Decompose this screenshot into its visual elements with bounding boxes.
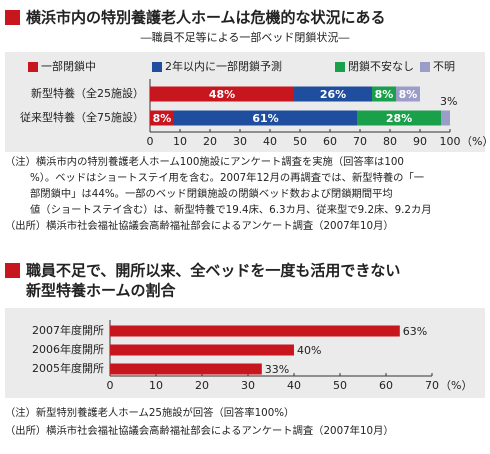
legend-label: 一部閉鎖中	[41, 59, 96, 73]
x-tick-label: 20	[203, 135, 217, 148]
chart-title: 職員不足で、開所以来、全ベッドを一度も活用できない	[26, 262, 400, 280]
value-label: 8%	[399, 88, 418, 101]
x-tick-label: 50	[293, 135, 307, 148]
title-icon	[5, 263, 20, 278]
category-label: 2005年度開所	[32, 361, 104, 375]
legend-label: 閉鎖不安なし	[348, 59, 414, 73]
note: （注）新型特別養護老人ホーム25施設が回答（回答率100%）	[5, 406, 294, 419]
bar-segment	[150, 86, 294, 102]
x-tick-label: 50	[333, 379, 347, 392]
category-label: 2006年度開所	[32, 342, 104, 356]
value-label: 26%	[320, 88, 346, 101]
value-label: 8%	[375, 88, 394, 101]
category-label: 新型特養（全25施設）	[31, 86, 144, 100]
category-label: 従来型特養（全75施設）	[20, 110, 144, 124]
x-tick-label: 70	[353, 135, 367, 148]
x-tick-label: 0	[147, 135, 154, 148]
note: （注）横浜市内の特別養護老人ホーム100施設にアンケート調査を実施（回答率は10…	[5, 155, 404, 168]
x-unit: （%）	[461, 135, 490, 148]
chart-subtitle: ―職員不足等による一部ベッド閉鎖状況―	[141, 30, 350, 44]
bar-segment	[396, 86, 420, 102]
x-tick-label: 60	[323, 135, 337, 148]
chart-title: 新型特養ホームの割合	[26, 282, 177, 300]
value-label: 40%	[297, 344, 321, 357]
value-label: 61%	[252, 112, 278, 125]
x-tick-label: 40	[263, 135, 277, 148]
value-label: 33%	[265, 363, 289, 376]
bar-segment	[294, 86, 372, 102]
title-icon	[5, 10, 20, 25]
legend-label: 2年以内に一部閉鎖予測	[165, 59, 282, 73]
value-label: 8%	[153, 112, 172, 125]
x-tick-label: 100	[440, 135, 461, 148]
value-label: 48%	[209, 88, 235, 101]
note: 部閉鎖中」は44%。一部のベッド閉鎖施設の閉鎖ベッド数および閉鎖期間平均	[30, 187, 393, 200]
x-tick-label: 90	[413, 135, 427, 148]
category-label: 2007年度開所	[32, 323, 104, 337]
bar-segment	[441, 110, 450, 126]
plot-background	[5, 52, 485, 152]
x-tick-label: 10	[149, 379, 163, 392]
x-tick-label: 10	[173, 135, 187, 148]
value-label: 3%	[440, 95, 457, 108]
x-tick-label: 70	[425, 379, 439, 392]
x-tick-label: 0	[107, 379, 114, 392]
x-tick-label: 40	[287, 379, 301, 392]
note: （出所）横浜市社会福祉協議会高齢福祉部会によるアンケート調査（2007年10月）	[5, 424, 394, 437]
x-tick-label: 60	[379, 379, 393, 392]
note: （出所）横浜市社会福祉協議会高齢福祉部会によるアンケート調査（2007年10月）	[5, 219, 394, 232]
x-tick-label: 20	[195, 379, 209, 392]
bar	[110, 363, 262, 375]
legend-swatch	[28, 62, 38, 72]
legend-swatch	[152, 62, 162, 72]
bar-segment	[150, 110, 174, 126]
note: %）。ベッドはショートステイ用を含む。2007年12月の再調査では、新型特養の「…	[30, 171, 424, 184]
x-unit: （%）	[440, 379, 472, 392]
value-label: 28%	[386, 112, 412, 125]
legend-swatch	[335, 62, 345, 72]
x-tick-label: 30	[241, 379, 255, 392]
legend-swatch	[420, 62, 430, 72]
bar-segment	[174, 110, 357, 126]
value-label: 63%	[403, 325, 427, 338]
note: 値（ショートステイ含む）は、新型特養で19.4床、6.3カ月、従来型で9.2床、…	[30, 203, 432, 216]
legend-label: 不明	[433, 60, 455, 73]
bar	[110, 325, 400, 337]
x-tick-label: 80	[383, 135, 397, 148]
chart-title: 横浜市内の特別養護老人ホームは危機的な状況にある	[26, 9, 386, 27]
bar	[110, 344, 294, 356]
bar-segment	[357, 110, 441, 126]
x-tick-label: 30	[233, 135, 247, 148]
bar-segment	[372, 86, 396, 102]
